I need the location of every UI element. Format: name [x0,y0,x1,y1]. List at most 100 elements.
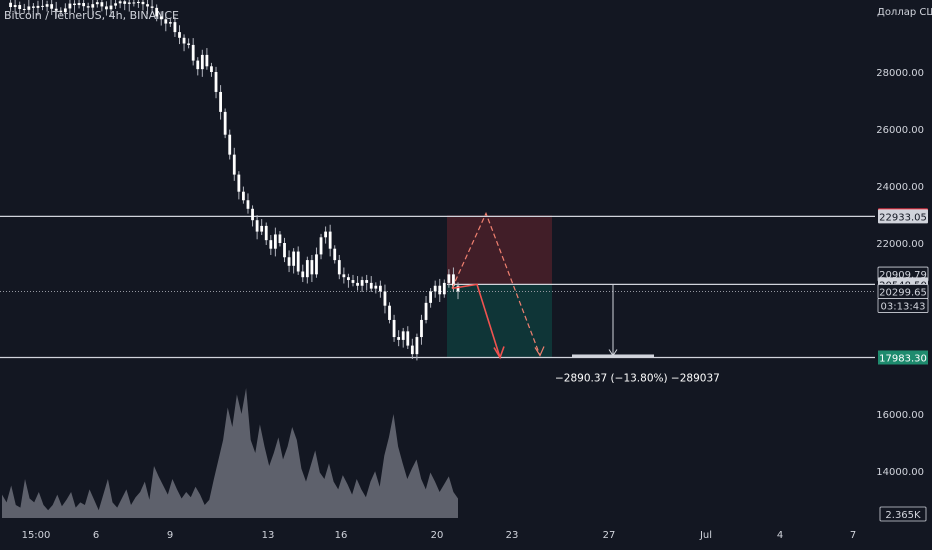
candle-body [264,225,268,241]
candle-body [77,3,81,6]
candle-body [301,271,305,278]
candle-body [159,16,163,20]
candle-body [91,4,95,8]
candle-body [356,282,359,286]
x-tick-label: 6 [93,530,99,541]
candle-body [168,22,172,24]
candle-body [50,4,54,9]
candle-body [164,19,168,24]
candle-body [196,60,200,70]
candle-body [255,220,259,232]
candle-body [328,231,332,249]
price-axis[interactable]: 28000.00 26000.00 24000.00 22000.00 16000.00… [876,68,929,522]
currency-label[interactable]: Доллар США [877,7,932,18]
price-badge: 20299.65 [877,284,929,299]
candle-body [242,191,245,201]
x-tick-label: Jul [699,530,712,541]
x-tick-label: 27 [603,530,616,541]
arrow-head [493,346,505,360]
candle-body [392,319,396,338]
candle-body [178,32,181,38]
candle-body [141,1,145,5]
position-zones [447,215,552,358]
y-tick-label: 28000.00 [876,68,924,79]
candle-body [269,240,273,249]
candle-body [378,285,382,292]
candle-body [59,10,63,13]
candle-body [82,3,86,7]
candle-body [210,66,213,72]
x-tick-label: 13 [262,530,275,541]
candle-body [86,6,90,8]
candle-body [401,331,405,340]
x-tick-label: 4 [777,530,783,541]
candle-body [54,8,58,11]
y-tick-label: 22000.00 [876,239,924,250]
take-profit-zone [447,284,552,358]
price-badge: 22933.05 [878,209,928,224]
candle-body [342,274,346,278]
candle-body [310,260,314,275]
candle-body [214,72,218,92]
candle-body [200,54,204,70]
candle-body [415,337,419,355]
candle-body [452,274,455,286]
x-tick-label: 7 [850,530,856,541]
candle-body [155,7,159,17]
candles-layer [9,0,460,361]
x-tick-label: 20 [431,530,444,541]
price-badge-label: 03:13:43 [881,301,926,312]
volume-badge-label: 2.365K [885,510,921,521]
candle-body [173,22,177,33]
solid-forecast-arrow [451,283,501,358]
candle-body [63,8,67,13]
candle-body [123,1,127,4]
candle-body [287,257,291,266]
candle-body [68,3,72,9]
candle-body [383,291,387,306]
candle-body [232,154,236,175]
candle-body [246,200,250,209]
y-tick-label: 26000.00 [876,125,924,136]
candle-body [438,285,442,295]
candle-body [22,9,26,11]
price-badge: 17983.30 [878,350,928,365]
drawings-layer: −2890.37 (−13.80%) −289037 [451,211,720,384]
candle-body [137,1,140,4]
time-axis[interactable]: 15:00 6 9 13 16 20 23 27 Jul 4 7 [22,530,857,541]
candle-body [315,254,318,275]
candle-body [73,3,76,6]
candle-body [150,6,154,8]
candle-body [127,2,131,4]
candle-body [260,225,264,232]
y-tick-label: 24000.00 [876,182,924,193]
candle-body [223,111,227,135]
candle-body [337,260,341,275]
candle-body [182,37,186,44]
candle-body [429,291,433,303]
candle-body [45,4,49,7]
price-badge: 03:13:43 [877,298,929,313]
volume-badge-bg [879,506,927,522]
dashed-forecast-arrow [451,211,541,356]
candle-body [228,134,232,155]
candle-body [205,54,209,67]
candle-body [9,2,12,8]
candle-body [333,248,337,261]
dashed-arrow-head [534,346,545,357]
candle-body [132,2,136,4]
symbol-title: Bitcoin / TetherUS, 4h, BINANCE [4,9,180,22]
candle-body [13,5,17,8]
candle-body [388,305,391,320]
candle-body [324,231,327,238]
candle-body [365,280,369,283]
candle-body [351,280,355,283]
measure-bar [572,354,654,358]
volume-area [2,388,458,518]
candle-body [95,2,99,5]
candle-body [36,5,40,8]
measure-label: −2890.37 (−13.80%) −289037 [555,372,720,384]
candle-body [100,2,104,7]
candle-body [18,5,22,10]
